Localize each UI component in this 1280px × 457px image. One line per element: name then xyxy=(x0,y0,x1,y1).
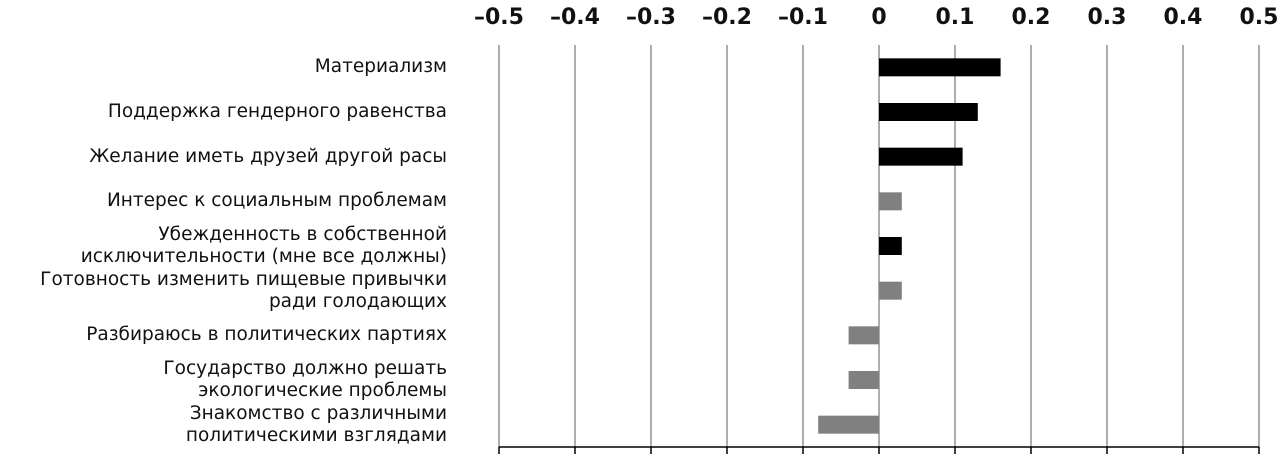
x-tick-label: –0.1 xyxy=(778,5,828,30)
x-tick-label: –0.5 xyxy=(474,5,524,30)
x-tick-label: –0.3 xyxy=(626,5,676,30)
category-label: Разбираюсь в политических партиях xyxy=(86,324,447,346)
category-label: Знакомство с различными политическими вз… xyxy=(185,402,447,446)
category-label: Поддержка гендерного равенства xyxy=(107,101,447,122)
x-tick-label: 0 xyxy=(871,5,886,30)
x-tick-label: –0.4 xyxy=(550,5,600,30)
bar xyxy=(848,326,879,345)
bar xyxy=(879,192,902,211)
x-tick-label: 0.2 xyxy=(1012,5,1051,30)
category-label: Интерес к социальным проблемам xyxy=(106,190,447,212)
category-label: Готовность изменить пищевые привычки рад… xyxy=(40,268,447,312)
bar xyxy=(848,371,879,389)
x-tick-label: 0.3 xyxy=(1088,5,1127,30)
category-label: Убежденность в собственной исключительно… xyxy=(80,224,447,267)
bar xyxy=(879,281,902,300)
category-label: Желание иметь друзей другой расы xyxy=(89,145,447,167)
x-tick-label: 0.4 xyxy=(1164,5,1203,30)
bar xyxy=(879,147,963,166)
bar xyxy=(879,58,1001,77)
x-tick-label: 0.1 xyxy=(936,5,975,30)
x-tick-label: 0.5 xyxy=(1240,5,1279,30)
x-tick-label: –0.2 xyxy=(702,5,752,30)
category-label: Материализм xyxy=(314,56,447,78)
bar xyxy=(818,415,879,434)
bar xyxy=(879,103,978,121)
category-label: Государство должно решать экологические … xyxy=(163,358,447,401)
bar xyxy=(879,237,902,255)
